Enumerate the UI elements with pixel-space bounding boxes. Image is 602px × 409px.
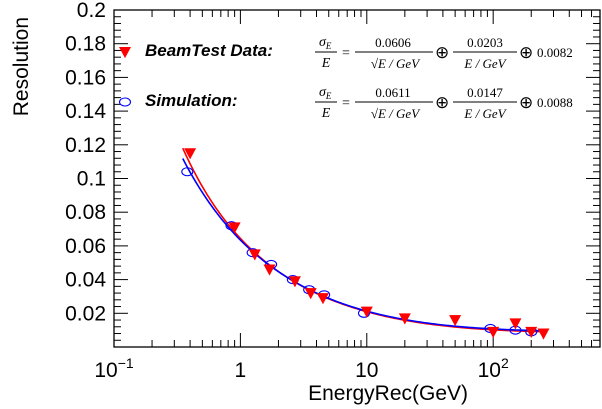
- legend-label: BeamTest Data:: [145, 41, 273, 60]
- fit-curves: [182, 147, 544, 333]
- fit-curve: [182, 147, 544, 333]
- formula-oplus: ⊕: [519, 93, 533, 112]
- y-tick-label: 0.06: [65, 235, 106, 258]
- data-point-beamtest: [228, 222, 241, 234]
- x-tick-label: 1: [235, 359, 247, 382]
- x-tick-label: 10: [355, 359, 378, 382]
- data-point-beamtest: [304, 288, 317, 300]
- data-point-beamtest: [184, 148, 197, 160]
- data-point-beamtest: [398, 313, 411, 325]
- formula-lhs-numerator: σE: [319, 35, 332, 51]
- formula-term1-denominator: √E / GeV: [371, 106, 421, 121]
- y-tick-label: 0.18: [65, 33, 106, 56]
- formula-constant: 0.0088: [537, 95, 573, 110]
- x-axis-title: EnergyRec(GeV): [308, 382, 468, 405]
- data-point-beamtest: [537, 328, 550, 340]
- formula-oplus: ⊕: [435, 93, 449, 112]
- y-tick-label: 0.16: [65, 66, 106, 89]
- formula-term1-denominator: √E / GeV: [371, 56, 421, 71]
- data-point-beamtest: [248, 249, 261, 261]
- formula-lhs-subscript: E: [325, 91, 332, 101]
- y-tick-label: 0.02: [65, 302, 106, 325]
- x-tick-label: 10−1: [94, 355, 134, 382]
- legend-label: Simulation:: [145, 91, 238, 110]
- data-point-simulation: [181, 167, 194, 177]
- y-axis-title: Resolution: [10, 17, 33, 116]
- data-point-beamtest: [487, 326, 500, 338]
- data-point-beamtest: [449, 315, 462, 327]
- formula-term1-numerator: 0.0611: [375, 85, 410, 100]
- formula-lhs-denominator: E: [321, 106, 331, 121]
- formula-term1-numerator: 0.0606: [375, 35, 411, 50]
- y-tick-label: 0.1: [77, 168, 106, 191]
- formula-term2-numerator: 0.0203: [467, 35, 503, 50]
- formula-term2-denominator: E / GeV: [463, 106, 507, 121]
- y-tick-label: 0.08: [65, 201, 106, 224]
- formula-lhs-denominator: E: [321, 56, 331, 71]
- formula-oplus: ⊕: [519, 43, 533, 62]
- x-tick-label: 102: [478, 355, 509, 382]
- formula-term2-denominator: E / GeV: [463, 56, 507, 71]
- formula-equals: =: [342, 96, 350, 111]
- data-point-beamtest: [525, 326, 538, 338]
- data-markers: [181, 148, 550, 340]
- formula-equals: =: [342, 46, 350, 61]
- y-tick-label: 0.12: [65, 134, 106, 157]
- y-tick-label: 0.04: [65, 269, 106, 292]
- data-point-beamtest: [263, 264, 276, 276]
- y-tick-label: 0.2: [77, 0, 106, 22]
- legend-marker: [118, 97, 132, 107]
- formula-lhs-subscript: E: [325, 41, 332, 51]
- data-point-beamtest: [288, 276, 301, 288]
- data-point-beamtest: [316, 293, 329, 305]
- formula-oplus: ⊕: [435, 43, 449, 62]
- formula-constant: 0.0082: [537, 45, 573, 60]
- x-tick-exponent: 2: [501, 355, 509, 371]
- legend: BeamTest Data: σEE=0.0606√E / GeV⊕0.0203E…: [118, 35, 573, 121]
- y-tick-label: 0.14: [65, 100, 106, 123]
- legend-marker: [118, 47, 132, 59]
- fit-curve: [182, 158, 544, 332]
- x-tick-exponent: −1: [118, 355, 134, 371]
- formula-lhs-numerator: σE: [319, 85, 332, 101]
- data-point-beamtest: [509, 318, 522, 330]
- formula-term2-numerator: 0.0147: [467, 85, 503, 100]
- data-point-beamtest: [360, 306, 373, 318]
